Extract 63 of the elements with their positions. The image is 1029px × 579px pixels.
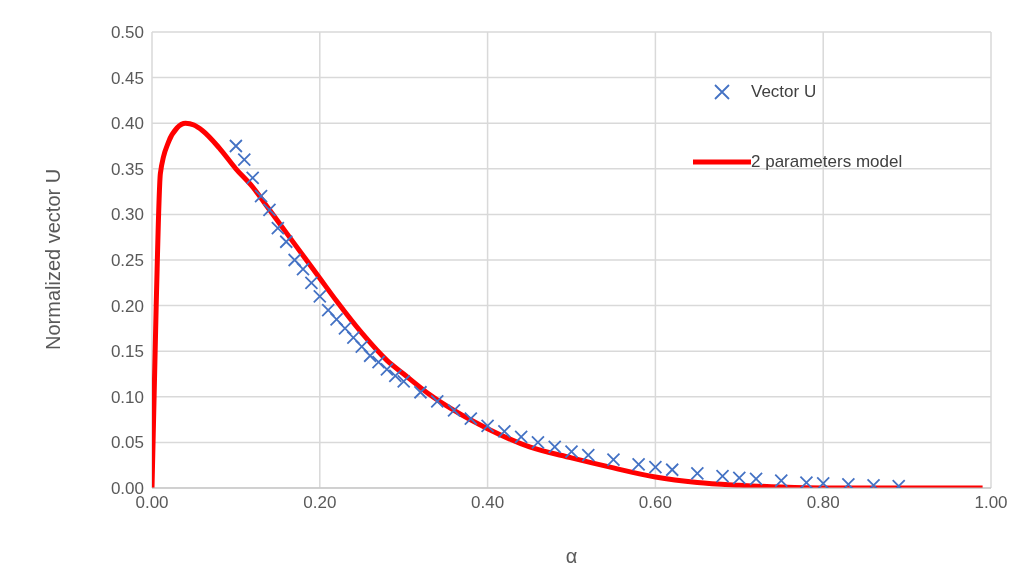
point [262,202,277,217]
y-tick-label: 0.15 [110,342,144,362]
y-axis-title: Normalized vector U [42,168,65,350]
point [296,262,310,277]
x-tick-label: 0.40 [471,493,505,513]
point [254,189,268,204]
point [514,430,529,444]
point [841,477,856,488]
point [312,289,327,304]
point [799,475,814,488]
x-tick-label: 0.20 [303,493,337,513]
legend-label: 2 parameters model [751,152,903,172]
point [270,221,285,235]
point [396,374,411,389]
point [497,424,512,439]
point [547,440,562,454]
y-tick-label: 0.10 [110,387,144,407]
x-tick-label: 1.00 [974,493,1008,513]
point [287,253,302,267]
point [531,435,545,450]
x-tick-label: 0.80 [806,493,840,513]
point [816,476,831,488]
point [631,457,646,472]
point [371,355,386,370]
legend-label: Vector U [751,82,817,102]
y-tick-label: 0.25 [110,251,144,271]
point [480,419,495,433]
point [380,362,394,377]
y-tick-label: 0.40 [110,114,144,134]
point [430,394,445,409]
point [447,403,461,418]
point [354,339,369,354]
point [564,444,579,459]
point [338,321,352,336]
x-axis-title: α [565,545,578,567]
point [774,473,789,488]
point [648,460,663,474]
point [413,385,428,400]
y-tick-label: 0.20 [110,296,144,316]
point [690,466,705,481]
point [732,471,747,485]
point [715,469,730,484]
point [581,448,596,463]
y-tick-label: 0.30 [110,205,144,225]
point [229,139,243,153]
point [237,152,252,167]
point [606,452,621,467]
point [388,368,403,383]
y-tick-label: 0.35 [110,159,144,179]
point [304,275,319,290]
point [279,234,294,249]
y-tick-label: 0.45 [110,68,144,88]
point [321,303,336,318]
point [346,330,361,345]
point [665,462,680,477]
point [329,312,344,327]
point [363,348,378,363]
point [749,471,763,486]
x-tick-label: 0.60 [638,493,672,513]
point [245,171,260,185]
y-tick-label: 0.50 [110,23,144,43]
y-tick-label: 0.05 [110,433,144,453]
point [463,411,478,426]
